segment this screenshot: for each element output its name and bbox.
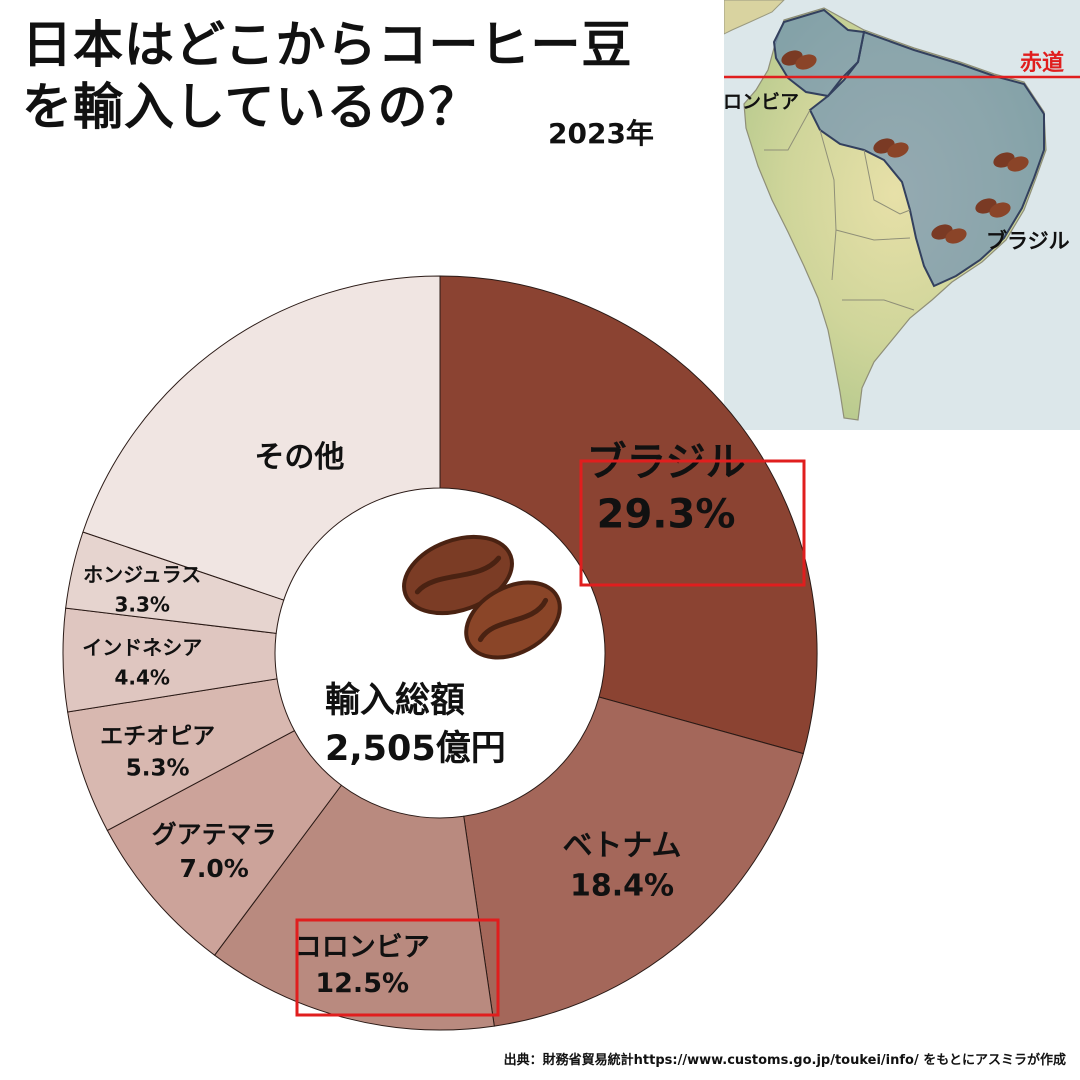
slice-value-label: 12.5% — [315, 968, 409, 999]
slice-value-label: 4.4% — [114, 666, 169, 690]
bean-icon — [931, 224, 967, 244]
chart-slices — [62, 275, 818, 1031]
central-america-land — [724, 0, 785, 35]
brazil-region — [808, 30, 1045, 288]
south-america-map: 赤道 コロンビア ブラジル — [724, 0, 1080, 430]
slice-name-label: その他 — [254, 440, 344, 475]
bean-icon — [993, 152, 1029, 172]
slice-name-label: エチオピア — [100, 724, 215, 750]
equator-label: 赤道 — [1020, 50, 1064, 76]
slice-value-label: 3.3% — [114, 592, 169, 616]
colombia-map-label: コロンビア — [724, 91, 799, 113]
pie-slice — [82, 275, 441, 601]
brazil-highlight-box — [579, 459, 806, 587]
pie-slice — [439, 275, 818, 755]
slice-name-label: ブラジル — [586, 440, 745, 486]
slice-value-label: 29.3% — [597, 492, 736, 538]
bean-icon — [975, 198, 1011, 218]
chart-slice-labels: ブラジル 29.3% ベトナム 18.4% コロンビア 12.5% グアテマラ 7.0% エチオ… — [82, 440, 745, 999]
country-borders — [764, 109, 915, 311]
slice-name-label: ホンジュラス — [83, 562, 201, 586]
center-total-label: 輸入総額 — [325, 681, 465, 721]
bean-icon — [781, 50, 817, 70]
center-total-value: 2,505億円 — [325, 729, 506, 769]
bean-icon — [873, 138, 909, 158]
title-line-1: 日本はどこからコーヒー豆 — [22, 16, 633, 74]
brazil-map-label: ブラジル — [986, 229, 1070, 253]
slice-name-label: ベトナム — [562, 828, 681, 863]
slice-value-label: 18.4% — [570, 868, 674, 903]
coffee-bean-icon — [402, 534, 562, 660]
year-label: 2023年 — [548, 117, 654, 150]
slice-name-label: インドネシア — [82, 636, 202, 660]
colombia-highlight-box — [295, 918, 500, 1017]
slice-value-label: 7.0% — [179, 854, 248, 883]
map-svg: 赤道 コロンビア ブラジル — [724, 0, 1080, 430]
slice-name-label: コロンビア — [295, 932, 430, 963]
slice-value-label: 5.3% — [126, 756, 190, 782]
page-title: 日本はどこからコーヒー豆 を輸入しているの？ — [22, 14, 633, 138]
source-credit: 出典：財務省貿易統計https://www.customs.go.jp/touk… — [503, 1053, 1066, 1068]
map-bean-icons — [781, 50, 1029, 244]
title-line-2: を輸入しているの？ — [22, 78, 480, 136]
colombia-region — [772, 8, 866, 98]
pie-slice — [463, 696, 804, 1027]
slice-name-label: グアテマラ — [152, 820, 277, 849]
pie-slice — [213, 784, 495, 1031]
